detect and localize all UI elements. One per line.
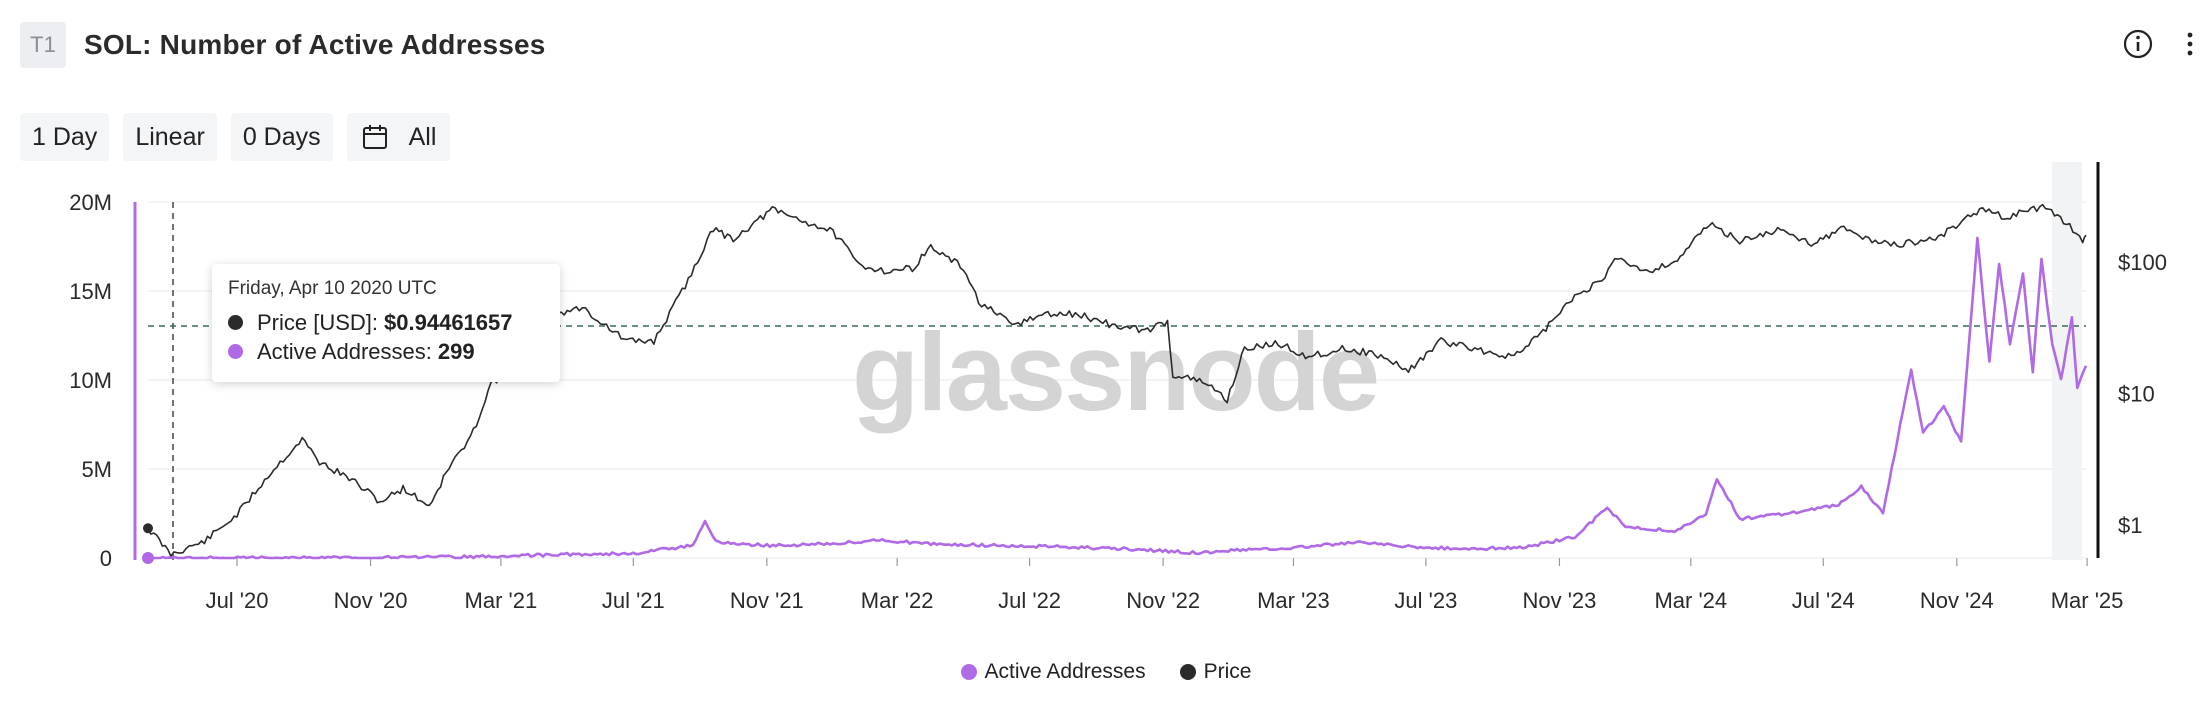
y-right-tick-label: $100 (2118, 250, 2167, 275)
x-tick-label: Nov '24 (1920, 588, 1994, 613)
x-tick-label: Mar '22 (861, 588, 934, 613)
tier-badge: T1 (20, 22, 66, 68)
x-tick-label: Jul '20 (206, 588, 269, 613)
active-addresses-line (148, 236, 2088, 560)
y-left-tick-label: 10M (69, 368, 112, 393)
date-range-button[interactable]: All (346, 113, 451, 161)
legend-item-active-addresses[interactable]: Active Addresses (960, 660, 1146, 684)
x-tick-label: Nov '23 (1522, 588, 1596, 613)
info-icon[interactable] (2122, 28, 2154, 60)
watermark: glassnode (852, 311, 1378, 434)
x-tick-label: Jul '24 (1792, 588, 1855, 613)
series-layer (142, 203, 2088, 564)
chart-controls: 1 Day Linear 0 Days All (20, 113, 451, 161)
y-left-tick-label: 15M (69, 279, 112, 304)
y-left-tick-label: 5M (81, 457, 112, 482)
crosshair-price-point (143, 523, 153, 534)
tooltip-price-label: Price [USD]: (257, 309, 379, 335)
x-tick-label: Mar '24 (1654, 588, 1727, 613)
x-tick-label: Nov '22 (1126, 588, 1200, 613)
x-tick-label: Nov '20 (334, 588, 408, 613)
date-range-label: All (408, 122, 437, 151)
tooltip-addresses-label: Active Addresses: (257, 338, 432, 364)
y-axis-left: 0 5M 10M 15M 20M (69, 190, 112, 571)
price-line (147, 203, 2087, 558)
y-right-tick-label: $10 (2118, 382, 2155, 407)
chart-header: T1 SOL: Number of Active Addresses (20, 22, 546, 68)
y-left-tick-label: 0 (100, 546, 112, 571)
active-addresses-dot-icon (228, 344, 243, 359)
tooltip-price-value: $0.94461657 (384, 309, 513, 335)
legend-item-price[interactable]: Price (1179, 660, 1252, 684)
resolution-button[interactable]: 1 Day (20, 113, 110, 161)
tooltip: Friday, Apr 10 2020 UTC Price [USD]: $0.… (212, 264, 560, 382)
calendar-icon (362, 125, 387, 149)
x-tick-label: Mar '25 (2051, 588, 2124, 613)
x-tick-label: Jul '23 (1394, 588, 1457, 613)
legend-label-active-addresses: Active Addresses (984, 660, 1146, 683)
tooltip-price-row: Price [USD]: $0.94461657 (228, 308, 544, 337)
x-axis: Jul '20 Nov '20 Mar '21 Jul '21 Nov '21 Mar '… (206, 558, 2124, 613)
more-vertical-icon[interactable] (2184, 28, 2196, 60)
tooltip-addresses-row: Active Addresses: 299 (228, 337, 544, 366)
legend-label-price: Price (1203, 660, 1252, 683)
legend-dot-icon (1179, 664, 1196, 680)
x-tick-label: Jul '22 (998, 588, 1061, 613)
x-tick-label: Mar '23 (1257, 588, 1330, 613)
legend-dot-icon (960, 664, 977, 680)
legend: Active Addresses Price (0, 660, 2212, 684)
tooltip-date: Friday, Apr 10 2020 UTC (228, 278, 437, 299)
x-tick-label: Mar '21 (465, 588, 538, 613)
scale-button[interactable]: Linear (123, 113, 217, 161)
price-dot-icon (228, 315, 243, 330)
y-axis-right: $1 $10 $100 (2118, 250, 2167, 538)
y-left-tick-label: 20M (69, 190, 112, 215)
chart-title: SOL: Number of Active Addresses (84, 29, 546, 60)
smoothing-button[interactable]: 0 Days (230, 113, 333, 161)
tooltip-addresses-value: 299 (437, 338, 475, 364)
y-right-tick-label: $1 (2118, 513, 2142, 538)
x-tick-label: Jul '21 (602, 588, 665, 613)
x-tick-label: Nov '21 (730, 588, 804, 613)
crosshair-addresses-point (142, 551, 154, 564)
